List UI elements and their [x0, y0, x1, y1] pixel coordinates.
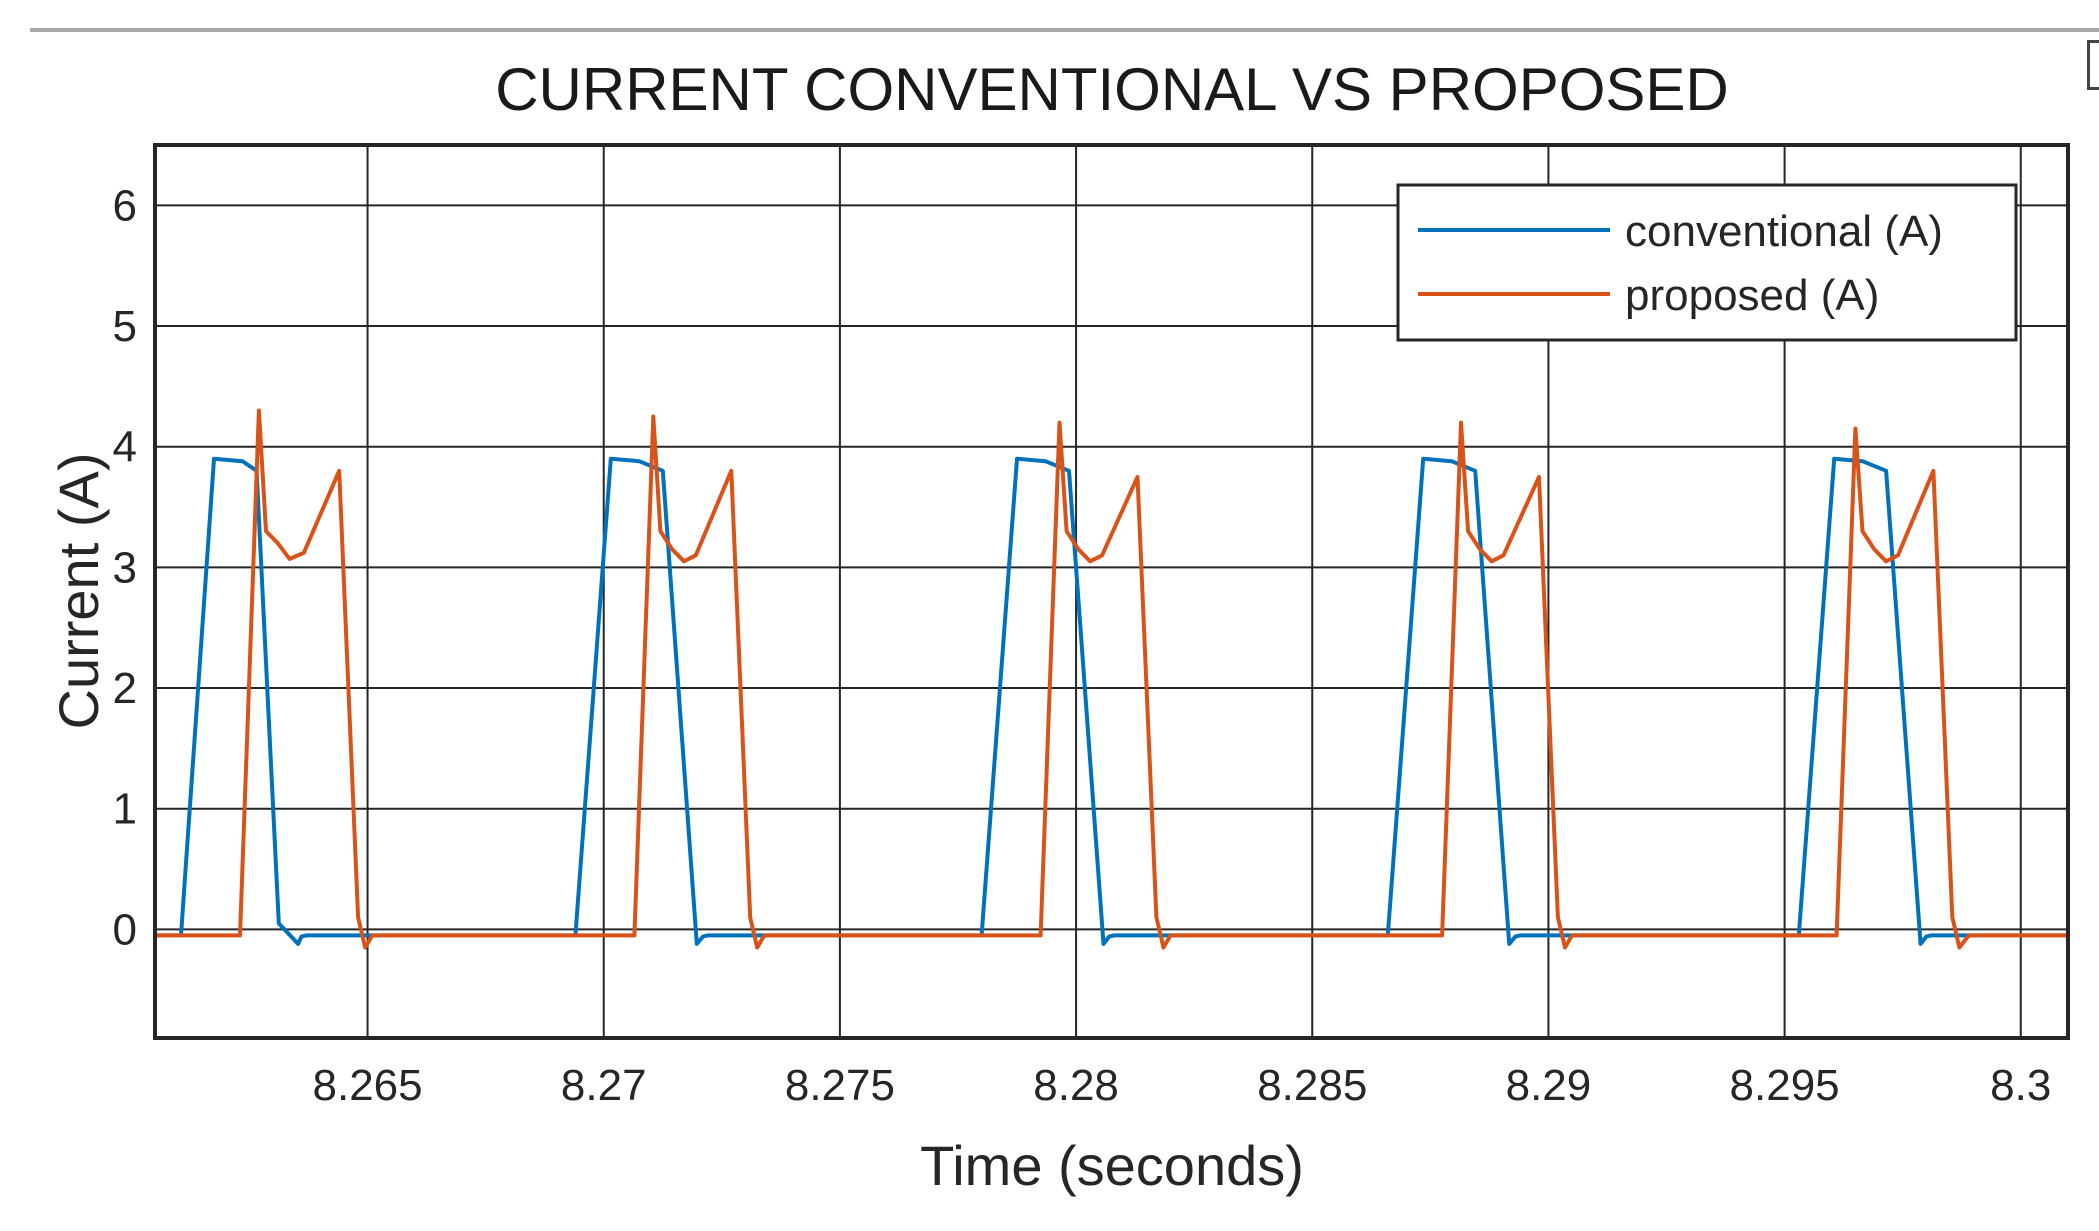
series-lines [155, 408, 2068, 950]
plot-frame [153, 143, 2070, 1040]
x-tick-label: 8.265 [313, 1061, 423, 1110]
y-tick-label: 4 [113, 423, 137, 472]
legend: conventional (A) proposed (A) [1396, 183, 2018, 342]
top-divider-line [30, 28, 2099, 32]
x-axis-title: Time (seconds) [920, 1134, 1304, 1197]
y-tick-label: 2 [113, 664, 137, 713]
x-tick-label: 8.3 [1990, 1061, 2051, 1110]
legend-box [1396, 183, 2018, 342]
y-tick-label: 5 [113, 302, 137, 351]
x-tick-label: 8.29 [1506, 1061, 1592, 1110]
y-tick-label: 3 [113, 543, 137, 592]
chart-title: CURRENT CONVENTIONAL VS PROPOSED [495, 56, 1729, 123]
y-tick-label: 1 [113, 785, 137, 834]
legend-label-proposed: proposed (A) [1625, 271, 1879, 320]
x-tick-label: 8.295 [1730, 1061, 1840, 1110]
y-tick-label: 6 [113, 181, 137, 230]
y-tick-label: 0 [113, 905, 137, 954]
series-line-proposed [155, 408, 2068, 950]
legend-label-conventional: conventional (A) [1625, 207, 1943, 256]
x-tick-label: 8.275 [785, 1061, 895, 1110]
figure-edge-bracket-icon [2087, 40, 2099, 90]
x-tick-label: 8.28 [1033, 1061, 1119, 1110]
x-tick-label: 8.27 [561, 1061, 647, 1110]
axis-ticks: 8.265 8.27 8.275 8.28 8.285 8.29 8.295 8.3 0 1 2 3 4… [113, 181, 2052, 1110]
grid-lines [155, 145, 2068, 1038]
y-axis-title: Current (A) [47, 453, 110, 730]
x-tick-label: 8.285 [1257, 1061, 1367, 1110]
